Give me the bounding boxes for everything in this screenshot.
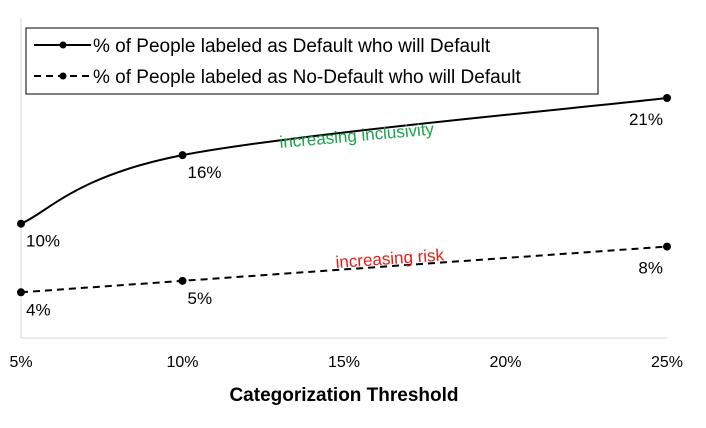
x-tick-label-4: 25% [651, 354, 683, 371]
x-tick-label-0: 5% [9, 354, 32, 371]
data-markers [17, 94, 671, 297]
x-tick-label-3: 20% [489, 354, 521, 371]
series-default-line [20, 97, 668, 225]
data-point-series-0-1 [178, 151, 187, 160]
data-point-series-0-2 [663, 94, 671, 102]
data-label-series-1-0: 4% [26, 300, 51, 319]
data-label-series-1-1: 5% [188, 289, 213, 308]
x-axis-title: Categorization Threshold [229, 385, 458, 406]
annotation-increasing-risk: increasing risk [335, 245, 445, 272]
x-tick-labels: 5% 10% 15% 20% 25% [9, 354, 683, 371]
data-point-series-1-2 [663, 242, 671, 251]
data-labels: 10% 16% 21% 4% 5% 8% [26, 110, 663, 319]
annotation-increasing-inclusivity: increasing inclusivity [279, 120, 436, 152]
legend-label-no-default: % of People labeled as No-Default who wi… [93, 67, 521, 88]
data-point-series-1-0 [17, 288, 25, 297]
x-tick-label-1: 10% [166, 354, 198, 371]
legend-marker-no-default [59, 72, 67, 80]
data-label-series-0-2: 21% [629, 110, 663, 129]
legend: % of People labeled as Default who will … [25, 27, 599, 95]
data-label-series-0-1: 16% [188, 163, 222, 182]
data-point-series-1-1 [178, 276, 187, 285]
data-label-series-1-2: 8% [638, 259, 663, 278]
legend-label-default: % of People labeled as Default who will … [93, 36, 491, 57]
legend-marker-default [59, 41, 67, 49]
data-label-series-0-0: 10% [26, 232, 60, 251]
x-tick-label-2: 15% [328, 354, 360, 371]
legend-box [25, 27, 599, 95]
data-point-series-0-0 [17, 219, 25, 228]
